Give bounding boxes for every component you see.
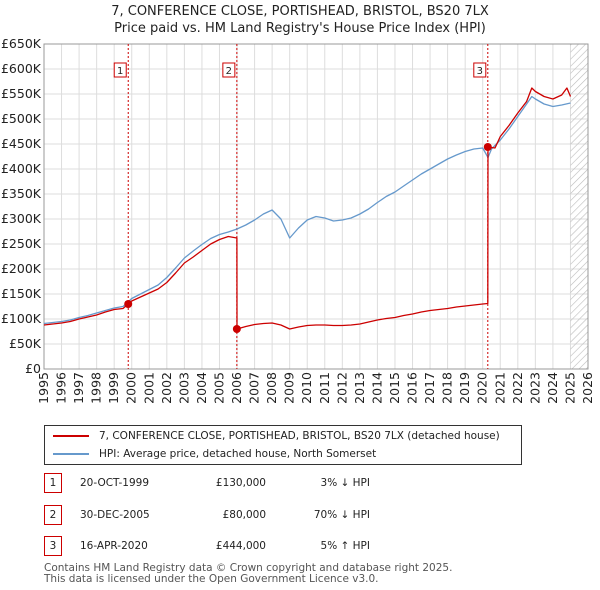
legend-label-property: 7, CONFERENCE CLOSE, PORTISHEAD, BRISTOL… [99,430,500,442]
x-tick-label: 2008 [264,372,279,404]
y-tick-label: £550K [1,86,42,101]
x-tick-label: 2000 [124,372,139,404]
transaction-row: 1 20-OCT-1999 £130,000 3% ↓ HPI [0,473,600,493]
legend: 7, CONFERENCE CLOSE, PORTISHEAD, BRISTOL… [44,425,522,465]
plot-frame [43,43,589,370]
y-tick-label: £500K [1,111,42,126]
plot-area [44,44,588,369]
x-tick-label: 2011 [317,372,332,404]
hpi-line [43,95,571,325]
transaction-date: 20-OCT-1999 [80,477,149,489]
y-tick-label: £150K [1,286,42,301]
x-tick-label: 2026 [580,372,595,404]
y-tick-label: £350K [1,186,42,201]
annotation-label: 3 [477,66,483,77]
x-tick-label: 1998 [89,372,104,404]
y-tick-label: £50K [9,336,42,351]
y-tick-label: £250K [1,236,42,251]
x-tick-label: 2020 [475,372,490,404]
transaction-date: 30-DEC-2005 [80,509,150,521]
y-tick-label: £100K [1,311,42,326]
property-price-line [43,87,572,330]
hatched-region [570,44,588,369]
x-tick-label: 2014 [369,372,384,404]
annotation-label: 2 [226,66,232,77]
transaction-number-badge: 1 [44,473,62,493]
footer-licence: This data is licensed under the Open Gov… [44,573,379,585]
x-tick-label: 2025 [562,372,577,404]
annotation-box [113,62,127,78]
annotation-label: 1 [117,66,123,77]
y-tick-label: £400K [1,161,42,176]
y-tick-label: £200K [1,261,42,276]
y-tick-label: £600K [1,61,42,76]
transaction-hpi-change: 70% ↓ HPI [313,509,370,521]
x-tick-label: 2015 [387,372,402,404]
transaction-price: £130,000 [215,477,266,489]
x-tick-label: 1995 [36,372,51,404]
transaction-row: 2 30-DEC-2005 £80,000 70% ↓ HPI [0,505,600,525]
legend-label-hpi: HPI: Average price, detached house, Nort… [99,448,377,460]
x-tick-label: 2002 [159,372,174,404]
y-tick-label: £650K [1,36,42,51]
footer-copyright: Contains HM Land Registry data © Crown c… [44,562,453,574]
x-tick-label: 2006 [229,372,244,404]
legend-swatch-property [53,435,89,437]
x-tick-label: 2007 [247,372,262,404]
x-tick-label: 1997 [71,372,86,404]
x-tick-label: 2013 [352,372,367,404]
x-tick-label: 2001 [141,372,156,404]
x-tick-label: 2012 [334,372,349,404]
transaction-number-badge: 3 [44,536,62,556]
x-tick-label: 2024 [545,372,560,404]
transaction-price: £444,000 [215,540,266,552]
price-chart: £0 £50K £100K £150K £200K £250K £300K £350K £400… [1,36,595,404]
chart-subtitle: Price paid vs. HM Land Registry's House … [114,21,486,36]
x-tick-label: 1999 [106,372,121,404]
x-tick-label: 2019 [457,372,472,404]
x-tick-label: 2003 [176,372,191,404]
x-tick-label: 2010 [299,372,314,404]
y-tick-label: £300K [1,211,42,226]
legend-swatch-hpi [53,453,89,455]
sale-point-marker [124,300,133,308]
transaction-hpi-change: 3% ↓ HPI [320,477,370,489]
y-tick-label: £0 [25,361,41,376]
sale-point-marker [483,143,492,151]
annotation-box [222,62,236,78]
x-tick-label: 2009 [282,372,297,404]
x-tick-label: 2017 [422,372,437,404]
transaction-price: £80,000 [222,509,266,521]
x-tick-label: 2016 [405,372,420,404]
y-tick-label: £450K [1,136,42,151]
x-tick-label: 2021 [492,372,507,404]
transaction-hpi-change: 5% ↑ HPI [320,540,370,552]
x-tick-label: 1996 [54,372,69,404]
x-tick-label: 2022 [510,372,525,404]
x-tick-label: 2004 [194,372,209,404]
x-tick-label: 2005 [211,372,226,404]
transaction-row: 3 16-APR-2020 £444,000 5% ↑ HPI [0,536,600,556]
sale-point-marker [232,325,241,333]
chart-title: 7, CONFERENCE CLOSE, PORTISHEAD, BRISTOL… [111,4,489,19]
x-tick-label: 2023 [527,372,542,404]
annotation-box [473,62,487,78]
transaction-date: 16-APR-2020 [80,540,148,552]
transaction-number-badge: 2 [44,505,62,525]
x-tick-label: 2018 [440,372,455,404]
